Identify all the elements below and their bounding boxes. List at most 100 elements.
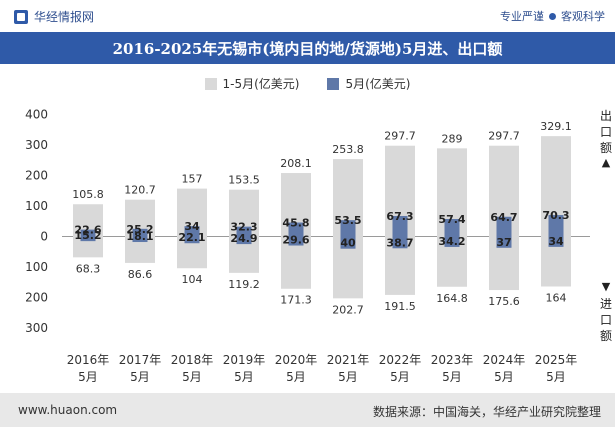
data-label-cumulative-import: 164.8: [436, 292, 468, 305]
data-label-cumulative-export: 289: [442, 132, 463, 145]
brand-name: 华经情报网: [34, 10, 95, 24]
data-label-cumulative-export: 120.7: [124, 184, 156, 197]
data-label-monthly-import: 34: [548, 235, 564, 248]
bar-cumulative: [541, 136, 571, 287]
y-tick-label: 300: [25, 321, 48, 335]
data-label-monthly-import: 37: [496, 236, 511, 249]
data-label-cumulative-export: 208.1: [280, 157, 312, 170]
legend-label-monthly: 5月(亿美元): [345, 77, 411, 91]
y-tick-label: 300: [25, 138, 48, 152]
x-tick-label-month: 5月: [130, 370, 150, 384]
legend: 1-5月(亿美元) 5月(亿美元): [0, 75, 615, 92]
chart-canvas: 400 300 200 100 0 100 200 300 105.8 68.3 22.615.2 2…: [25, 108, 590, 384]
data-label-monthly-export: 57.4: [438, 213, 465, 226]
x-tick-label-month: 5月: [390, 370, 410, 384]
legend-swatch-cumulative: [204, 77, 217, 90]
x-tick-label-year: 2022年: [379, 353, 422, 367]
data-label-cumulative-import: 191.5: [384, 300, 416, 313]
bar-monthly: [392, 215, 408, 249]
x-tick-label-year: 2016年: [67, 353, 110, 367]
x-tick-label-month: 5月: [78, 370, 98, 384]
x-tick-label-month: 5月: [286, 370, 306, 384]
data-label-monthly-import: 38.7: [386, 236, 413, 249]
x-tick-label-year: 2019年: [223, 353, 266, 367]
legend-swatch-monthly: [327, 77, 340, 90]
x-tick-label-month: 5月: [494, 370, 514, 384]
legend-item-cumulative: 1-5月(亿美元): [204, 75, 300, 92]
bar-monthly: [80, 229, 96, 242]
data-label-monthly-import: 22.1: [178, 231, 205, 244]
bar-monthly: [288, 222, 304, 246]
data-label-monthly-export: 70.3: [542, 209, 569, 222]
chart-title: 2016-2025年无锡市(境内目的地/货源地)5月进、出口额: [112, 39, 503, 58]
data-label-monthly-export: 34: [184, 220, 200, 233]
bar-monthly: [236, 226, 252, 245]
brand-logo-icon: [14, 9, 28, 24]
data-label-monthly-import: 18.1: [126, 230, 153, 243]
data-label-cumulative-export: 297.7: [384, 130, 416, 143]
data-label-monthly-import: 29.6: [282, 234, 309, 247]
footer: www.huaon.com 数据来源：中国海关，华经产业研究院整理: [0, 393, 615, 427]
x-tick-label-year: 2021年: [327, 353, 370, 367]
data-label-monthly-export: 32.3: [230, 221, 257, 234]
x-tick-label-year: 2020年: [275, 353, 318, 367]
data-label-monthly-export: 67.3: [386, 210, 413, 223]
tagline-right: 客观科学: [561, 10, 605, 23]
data-label-cumulative-export: 297.7: [488, 130, 520, 143]
bar-monthly: [184, 226, 200, 244]
x-tick-label-month: 5月: [234, 370, 254, 384]
x-tick-label-year: 2023年: [431, 353, 474, 367]
export-side-label: 出口额: [599, 109, 612, 155]
x-tick-label-month: 5月: [338, 370, 358, 384]
y-tick-label: 400: [25, 108, 48, 122]
data-label-cumulative-import: 104: [182, 273, 203, 286]
down-arrow-icon: ▼: [601, 280, 611, 293]
bar-monthly: [496, 216, 512, 248]
legend-label-cumulative: 1-5月(亿美元): [222, 77, 300, 91]
data-label-cumulative-import: 68.3: [76, 262, 101, 275]
legend-item-monthly: 5月(亿美元): [327, 75, 410, 92]
data-label-cumulative-import: 175.6: [488, 295, 520, 308]
data-label-monthly-export: 53.5: [334, 214, 361, 227]
y-tick-label: 0: [40, 230, 48, 244]
x-tick-label-year: 2025年: [535, 353, 578, 367]
data-label-cumulative-import: 171.3: [280, 294, 312, 307]
tagline-left: 专业严谨: [500, 10, 544, 23]
data-source: 数据来源：中国海关，华经产业研究院整理: [372, 405, 601, 419]
data-label-cumulative-import: 164: [546, 292, 567, 305]
tagline: 专业严谨 客观科学: [500, 8, 605, 24]
bar-monthly: [548, 215, 564, 247]
bullet-icon: [549, 12, 556, 20]
x-tick-label-month: 5月: [546, 370, 566, 384]
import-side-label: 进口额: [599, 297, 612, 343]
data-label-cumulative-import: 119.2: [228, 278, 260, 291]
up-arrow-icon: ▲: [601, 156, 611, 169]
x-tick-label-year: 2018年: [171, 353, 214, 367]
data-label-monthly-import: 15.2: [74, 229, 101, 242]
data-label-monthly-export: 64.7: [490, 211, 517, 224]
x-tick-label-month: 5月: [442, 370, 462, 384]
data-label-cumulative-import: 86.6: [128, 268, 153, 281]
x-tick-label-year: 2024年: [483, 353, 526, 367]
data-label-cumulative-export: 157: [182, 173, 203, 186]
bar-cumulative: [437, 148, 467, 287]
data-label-cumulative-export: 253.8: [332, 143, 364, 156]
bar-monthly: [132, 228, 148, 243]
data-label-cumulative-export: 105.8: [72, 188, 104, 201]
title-bar: 2016-2025年无锡市(境内目的地/货源地)5月进、出口额: [0, 32, 615, 64]
y-tick-label: 100: [25, 260, 48, 274]
data-label-cumulative-export: 153.5: [228, 174, 260, 187]
x-tick-label-year: 2017年: [119, 353, 162, 367]
brand[interactable]: 华经情报网: [14, 8, 94, 25]
data-label-monthly-export: 22.6: [74, 224, 101, 237]
data-label-monthly-export: 25.2: [126, 223, 153, 236]
data-label-monthly-export: 45.8: [282, 217, 309, 230]
data-label-cumulative-import: 202.7: [332, 303, 364, 316]
data-label-monthly-import: 40: [340, 237, 356, 250]
data-label-monthly-import: 24.9: [230, 232, 257, 245]
bar-monthly: [340, 220, 356, 249]
y-tick-label: 100: [25, 199, 48, 213]
top-bar: 华经情报网 专业严谨 客观科学: [0, 0, 615, 32]
x-tick-label-month: 5月: [182, 370, 202, 384]
site-url[interactable]: www.huaon.com: [18, 403, 118, 417]
